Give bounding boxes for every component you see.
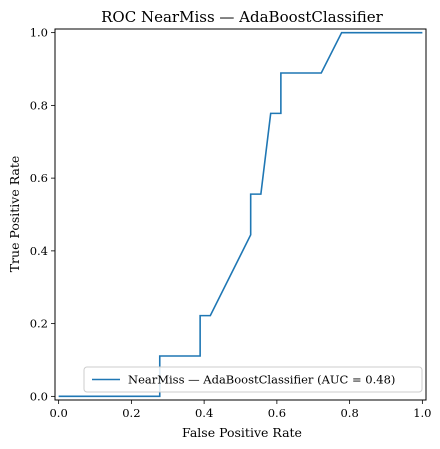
plot-area <box>58 31 423 398</box>
y-tick-label: 0.6 <box>30 171 48 185</box>
x-tick-label: 0.0 <box>49 406 67 420</box>
axis-ticks: 0.0 0.2 0.4 0.6 0.8 1.0 0.0 0.2 0.4 0.6 0.8 1.0 <box>30 26 432 420</box>
chart-title: ROC NearMiss — AdaBoostClassifier <box>101 8 384 26</box>
plot-frame <box>54 28 427 401</box>
x-tick-label: 0.6 <box>268 406 286 420</box>
legend-box <box>83 366 423 393</box>
roc-curve-line-0 <box>58 31 423 398</box>
legend-series-label: NearMiss — AdaBoostClassifier (AUC = 0.4… <box>128 373 395 387</box>
x-tick-label: 0.8 <box>340 406 358 420</box>
y-axis-label: True Positive Rate <box>7 156 22 273</box>
y-tick-label: 0.2 <box>30 317 48 331</box>
y-tick-label: 0.0 <box>30 389 48 403</box>
y-tick-label: 1.0 <box>30 26 48 40</box>
x-tick-label: 0.4 <box>195 406 213 420</box>
legend: NearMiss — AdaBoostClassifier (AUC = 0.4… <box>83 366 423 393</box>
y-tick-label: 0.4 <box>30 244 48 258</box>
x-tick-label: 0.2 <box>122 406 140 420</box>
x-axis-label: False Positive Rate <box>182 425 302 440</box>
x-tick-label: 1.0 <box>413 406 431 420</box>
y-tick-label: 0.8 <box>30 98 48 112</box>
